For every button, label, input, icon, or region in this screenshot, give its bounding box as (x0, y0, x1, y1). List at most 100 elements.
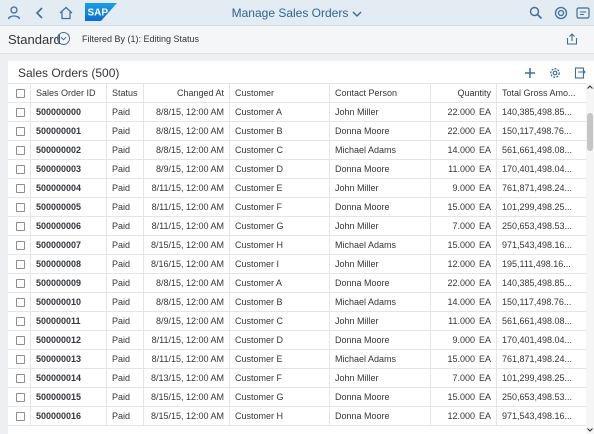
row-select-cell (8, 236, 31, 254)
row-checkbox[interactable] (16, 222, 25, 231)
changed-at-cell: 8/13/15, 12:00 AM (144, 369, 230, 387)
row-checkbox[interactable] (16, 393, 25, 402)
row-checkbox[interactable] (16, 336, 25, 345)
row-checkbox[interactable] (16, 127, 25, 136)
column-header-quantity[interactable]: Quantity (431, 84, 497, 102)
column-header-contact-person[interactable]: Contact Person (330, 84, 431, 102)
table-row[interactable]: 500000007 Paid 8/15/15, 12:00 AM Customer H… (8, 236, 586, 255)
customer-cell: Customer H (230, 407, 330, 425)
column-header-total-gross-amount[interactable]: Total Gross Amo... (502, 88, 576, 98)
quantity-unit: EA (478, 259, 491, 269)
customer-cell: Customer G (230, 217, 330, 235)
export-icon[interactable] (573, 66, 587, 80)
sales-order-id-cell: 500000005 (31, 198, 107, 216)
status-cell: Paid (107, 179, 144, 197)
table-row[interactable]: 500000012 Paid 8/11/15, 12:00 AM Customer D… (8, 331, 586, 350)
quantity-cell: 12.000 EA (431, 255, 497, 273)
search-icon[interactable] (528, 5, 544, 21)
row-select-cell (8, 350, 31, 368)
changed-at-cell: 8/15/15, 12:00 AM (144, 388, 230, 406)
table-row[interactable]: 500000008 Paid 8/16/15, 12:00 AM Customer I… (8, 255, 586, 274)
app-title-menu[interactable]: Manage Sales Orders (232, 6, 363, 20)
copilot-icon[interactable] (553, 5, 569, 21)
sap-logo: SAP (85, 3, 117, 21)
customer-cell: Customer D (230, 160, 330, 178)
customer-cell: Customer E (230, 350, 330, 368)
select-all-checkbox[interactable] (16, 89, 25, 98)
scroll-up-icon[interactable] (586, 83, 594, 91)
vertical-scrollbar[interactable] (586, 83, 594, 434)
row-select-cell (8, 369, 31, 387)
quantity-cell: 22.000 EA (431, 274, 497, 292)
scroll-down-icon[interactable] (586, 426, 594, 434)
row-checkbox[interactable] (16, 279, 25, 288)
table-row[interactable]: 500000004 Paid 8/11/15, 12:00 AM Customer E… (8, 179, 586, 198)
home-icon[interactable] (58, 5, 74, 21)
user-icon[interactable] (6, 5, 22, 21)
total-gross-amount-cell: 561,661,498.08... (502, 145, 573, 155)
row-checkbox[interactable] (16, 165, 25, 174)
quantity-unit: EA (478, 240, 491, 250)
row-checkbox[interactable] (16, 241, 25, 250)
changed-at-cell: 8/11/15, 12:00 AM (144, 350, 230, 368)
quantity-value: 22.000 (447, 126, 475, 136)
row-checkbox[interactable] (16, 298, 25, 307)
table-row[interactable]: 500000014 Paid 8/13/15, 12:00 AM Customer F… (8, 369, 586, 388)
row-select-cell (8, 103, 31, 121)
changed-at-cell: 8/8/15, 12:00 AM (144, 141, 230, 159)
row-select-cell (8, 388, 31, 406)
table-row[interactable]: 500000016 Paid 8/15/15, 12:00 AM Customer H… (8, 407, 586, 426)
row-checkbox[interactable] (16, 317, 25, 326)
row-select-cell (8, 407, 31, 425)
row-select-cell (8, 141, 31, 159)
quantity-value: 15.000 (447, 354, 475, 364)
quantity-value: 9.000 (452, 183, 475, 193)
table-row[interactable]: 500000006 Paid 8/11/15, 12:00 AM Customer G… (8, 217, 586, 236)
quantity-value: 22.000 (447, 107, 475, 117)
customer-cell: Customer H (230, 236, 330, 254)
column-header-customer[interactable]: Customer (230, 84, 330, 102)
row-checkbox[interactable] (16, 108, 25, 117)
row-checkbox[interactable] (16, 146, 25, 155)
changed-at-cell: 8/11/15, 12:00 AM (144, 179, 230, 197)
status-cell: Paid (107, 350, 144, 368)
row-select-cell (8, 312, 31, 330)
notifications-icon[interactable] (575, 5, 591, 21)
row-checkbox[interactable] (16, 374, 25, 383)
svg-text:SAP: SAP (88, 8, 109, 19)
row-select-cell (8, 122, 31, 140)
contact-person-cell: John Miller (330, 312, 431, 330)
row-checkbox[interactable] (16, 184, 25, 193)
row-select-cell (8, 255, 31, 273)
quantity-value: 11.000 (448, 164, 475, 174)
column-header-sales-order-id[interactable]: Sales Order ID (31, 84, 107, 102)
variant-name[interactable]: Standard (8, 32, 61, 47)
row-checkbox[interactable] (16, 203, 25, 212)
status-cell: Paid (107, 141, 144, 159)
share-icon[interactable] (565, 32, 579, 46)
table-row[interactable]: 500000013 Paid 8/11/15, 12:00 AM Customer E… (8, 350, 586, 369)
table-row[interactable]: 500000005 Paid 8/11/15, 12:00 AM Customer F… (8, 198, 586, 217)
row-checkbox[interactable] (16, 412, 25, 421)
add-icon[interactable] (523, 66, 537, 80)
column-header-changed-at[interactable]: Changed At (144, 84, 230, 102)
quantity-value: 11.000 (448, 316, 475, 326)
table-row[interactable]: 500000015 Paid 8/15/15, 12:00 AM Customer G… (8, 388, 586, 407)
row-select-cell (8, 293, 31, 311)
row-checkbox[interactable] (16, 355, 25, 364)
settings-icon[interactable] (548, 66, 562, 80)
row-checkbox[interactable] (16, 260, 25, 269)
quantity-cell: 11.000 EA (431, 160, 497, 178)
back-icon[interactable] (32, 5, 48, 21)
scrollbar-thumb[interactable] (587, 113, 593, 151)
sales-order-id-cell: 500000016 (31, 407, 107, 425)
column-header-status[interactable]: Status (107, 84, 144, 102)
variant-dropdown-button[interactable] (57, 32, 70, 45)
